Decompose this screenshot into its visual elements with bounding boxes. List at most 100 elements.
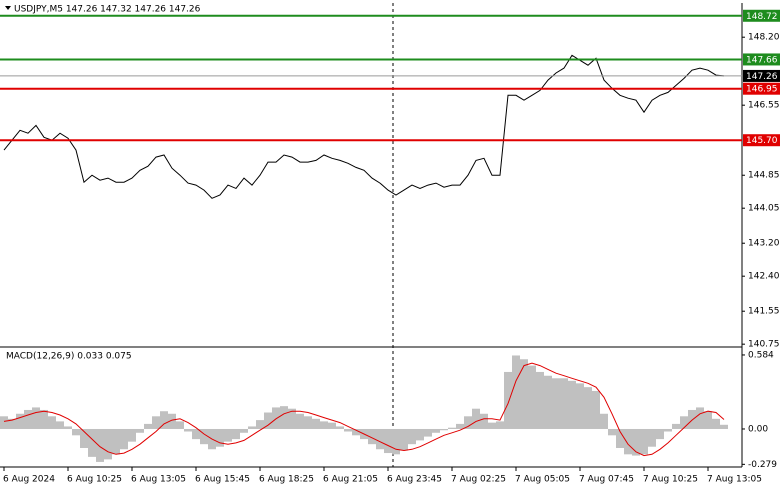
level-label: 147.26 xyxy=(746,72,778,82)
x-tick-label: 7 Aug 02:25 xyxy=(451,475,506,485)
macd-bar xyxy=(288,408,296,429)
macd-bar xyxy=(336,426,344,429)
macd-bar xyxy=(152,416,160,429)
macd-bar xyxy=(440,428,448,431)
macd-title: MACD(12,26,9) 0.033 0.075 xyxy=(6,352,132,362)
macd-bar xyxy=(280,406,288,429)
macd-bar xyxy=(352,428,360,436)
macd-bar xyxy=(232,428,240,440)
macd-bar xyxy=(64,426,72,429)
y-tick-label: 143.20 xyxy=(748,239,780,249)
macd-bar xyxy=(200,428,208,445)
level-label: 146.95 xyxy=(746,85,778,95)
macd-bar xyxy=(480,413,488,429)
macd-bar xyxy=(448,427,456,429)
macd-bar xyxy=(256,420,264,429)
macd-bar xyxy=(144,423,152,429)
macd-bar xyxy=(96,428,104,462)
macd-bar xyxy=(176,421,184,429)
macd-bar xyxy=(0,416,8,429)
y-tick-label: -0.279 xyxy=(748,460,777,470)
macd-bar xyxy=(24,409,32,429)
macd-bar xyxy=(216,428,224,447)
macd-bar xyxy=(112,428,120,455)
macd-bar xyxy=(16,413,24,429)
macd-bar xyxy=(296,413,304,429)
macd-bar xyxy=(80,428,88,448)
macd-bar xyxy=(472,408,480,429)
macd-bar xyxy=(528,365,536,429)
x-tick-label: 6 Aug 13:05 xyxy=(131,475,186,485)
macd-bar xyxy=(224,428,232,442)
x-tick-label: 6 Aug 23:45 xyxy=(387,475,442,485)
macd-bar xyxy=(624,428,632,455)
y-tick-label: 141.55 xyxy=(748,307,780,317)
macd-bar xyxy=(520,359,528,429)
macd-bar xyxy=(608,428,616,436)
macd-bar xyxy=(464,416,472,429)
macd-bar xyxy=(120,428,128,450)
x-tick-label: 6 Aug 15:45 xyxy=(195,475,250,485)
macd-bar xyxy=(664,428,672,432)
macd-bar xyxy=(424,428,432,437)
macd-bar xyxy=(272,407,280,429)
level-label-box xyxy=(743,53,780,66)
macd-bar xyxy=(328,422,336,429)
macd-bar xyxy=(496,421,504,429)
macd-bar xyxy=(136,428,144,433)
macd-bar xyxy=(504,371,512,429)
macd-bar xyxy=(536,371,544,429)
level-label: 148.72 xyxy=(746,12,778,22)
macd-bar xyxy=(656,428,664,440)
chart-title: USDJPY,M5 147.26 147.32 147.26 147.26 xyxy=(14,5,201,15)
level-label-box xyxy=(743,69,780,82)
price-line xyxy=(3,54,725,199)
x-tick-label: 6 Aug 21:05 xyxy=(323,475,378,485)
macd-bar xyxy=(648,428,656,447)
macd-bar xyxy=(432,428,440,433)
macd-bar xyxy=(488,422,496,429)
macd-bar xyxy=(384,428,392,454)
macd-bar xyxy=(312,418,320,429)
macd-bar xyxy=(704,411,712,429)
x-tick-label: 7 Aug 05:05 xyxy=(515,475,570,485)
macd-bar xyxy=(48,416,56,429)
macd-bar xyxy=(88,428,96,457)
macd-bar xyxy=(672,423,680,429)
macd-bar xyxy=(592,390,600,429)
macd-bar xyxy=(552,378,560,429)
signal-line xyxy=(3,362,725,457)
macd-bar xyxy=(600,413,608,429)
macd-bar xyxy=(616,428,624,448)
macd-bar xyxy=(416,428,424,441)
macd-bar xyxy=(40,409,48,429)
macd-bar xyxy=(320,421,328,429)
macd-bar xyxy=(576,383,584,429)
macd-bar xyxy=(632,428,640,456)
macd-bar xyxy=(248,426,256,429)
y-tick-label: 146.55 xyxy=(748,101,780,111)
macd-bar xyxy=(344,428,352,432)
level-label-box xyxy=(743,82,780,95)
macd-bar xyxy=(392,428,400,455)
macd-bar xyxy=(696,407,704,429)
macd-bar xyxy=(72,428,80,436)
menu-arrow xyxy=(5,6,11,10)
macd-bar xyxy=(168,413,176,429)
x-tick-label: 6 Aug 18:25 xyxy=(259,475,314,485)
macd-bar xyxy=(264,412,272,429)
macd-bar xyxy=(720,424,728,429)
macd-bar xyxy=(160,411,168,429)
macd-bar xyxy=(560,378,568,429)
macd-bar xyxy=(368,428,376,445)
macd-bar xyxy=(376,428,384,450)
y-tick-label: 144.85 xyxy=(748,171,780,181)
macd-bar xyxy=(192,428,200,440)
macd-bar xyxy=(184,428,192,432)
macd-bar xyxy=(456,423,464,429)
y-tick-label: 0.00 xyxy=(748,424,768,434)
x-tick-label: 7 Aug 13:05 xyxy=(707,475,762,485)
level-label-box xyxy=(743,134,780,147)
macd-bar xyxy=(32,407,40,429)
